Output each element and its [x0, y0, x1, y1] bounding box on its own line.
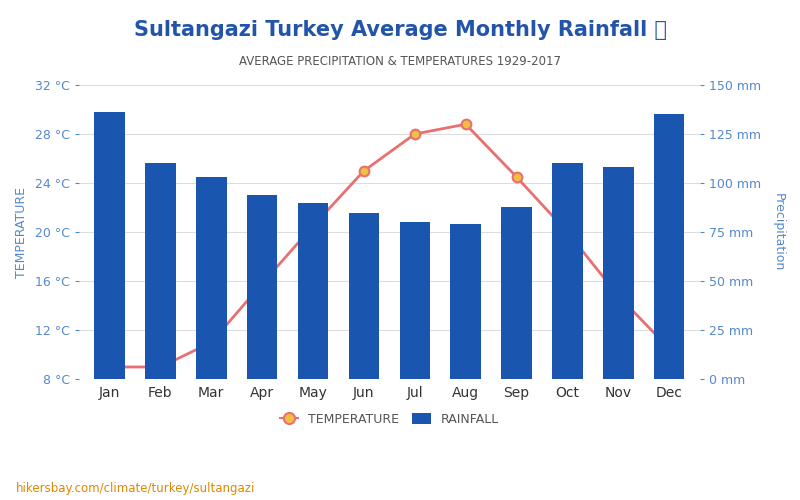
- Text: AVERAGE PRECIPITATION & TEMPERATURES 1929-2017: AVERAGE PRECIPITATION & TEMPERATURES 192…: [239, 55, 561, 68]
- Bar: [654, 114, 685, 379]
- Text: Sultangazi Turkey Average Monthly Rainfall 🌧: Sultangazi Turkey Average Monthly Rainfa…: [134, 20, 666, 40]
- Bar: [196, 177, 226, 379]
- Bar: [552, 164, 582, 379]
- Bar: [247, 195, 278, 379]
- Bar: [349, 212, 379, 379]
- Legend: TEMPERATURE, RAINFALL: TEMPERATURE, RAINFALL: [274, 406, 506, 432]
- Bar: [502, 206, 532, 379]
- Text: hikersbay.com/climate/turkey/sultangazi: hikersbay.com/climate/turkey/sultangazi: [16, 482, 255, 495]
- Bar: [145, 164, 176, 379]
- Bar: [399, 222, 430, 379]
- Bar: [450, 224, 481, 379]
- Y-axis label: TEMPERATURE: TEMPERATURE: [15, 186, 28, 278]
- Y-axis label: Precipitation: Precipitation: [772, 193, 785, 271]
- Bar: [298, 202, 328, 379]
- Bar: [603, 168, 634, 379]
- Bar: [94, 112, 125, 379]
